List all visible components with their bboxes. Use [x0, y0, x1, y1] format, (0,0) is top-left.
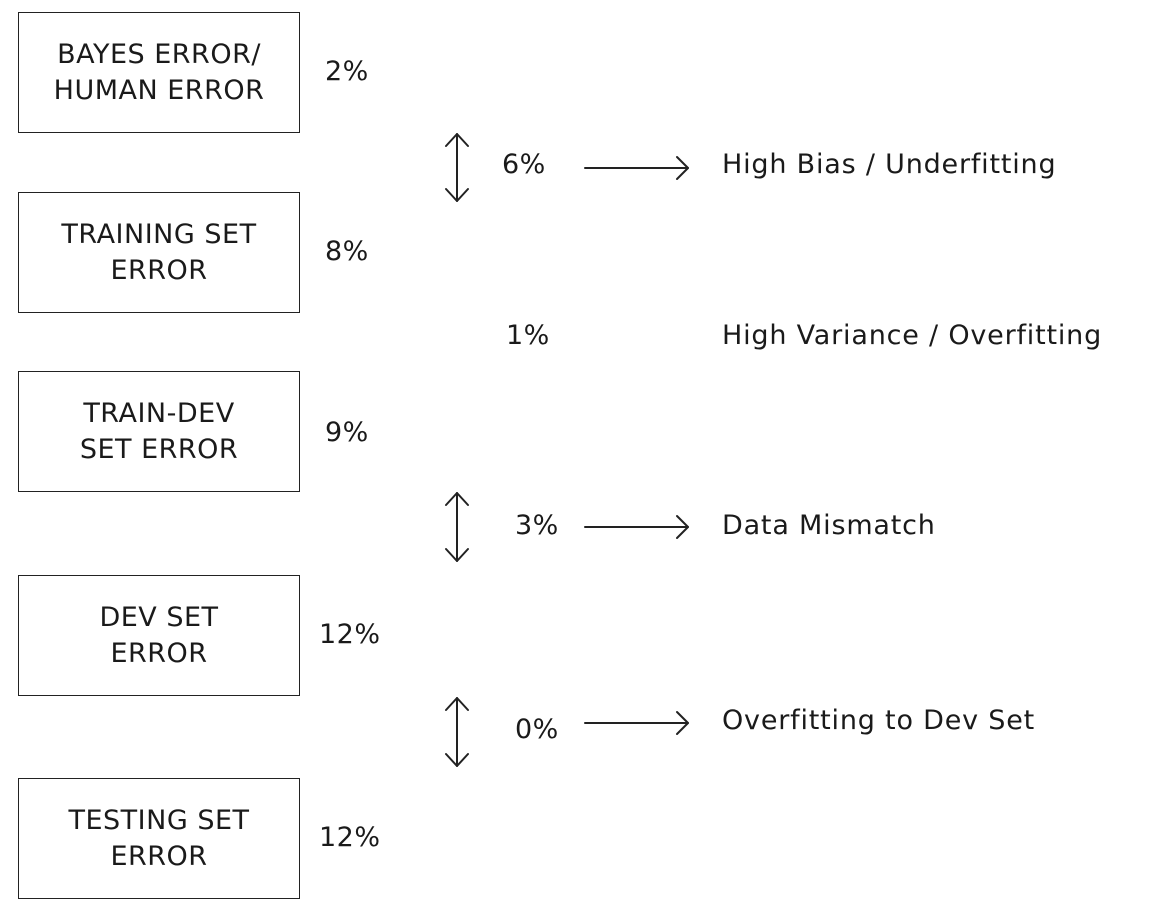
variance-gap-value: 1%: [506, 320, 550, 351]
bayes-error-value: 2%: [325, 56, 369, 87]
right-arrow-icon: [584, 711, 689, 735]
right-arrow-icon: [584, 156, 689, 180]
data-mismatch-label: Data Mismatch: [722, 510, 936, 541]
right-arrow-icon: [584, 515, 689, 539]
training-set-error-box: TRAINING SET ERROR: [18, 192, 300, 313]
double-arrow-icon: [445, 697, 469, 767]
high-bias-label: High Bias / Underfitting: [722, 149, 1057, 180]
double-arrow-icon: [445, 492, 469, 562]
training-set-error-value: 8%: [325, 236, 369, 267]
bayes-error-box: BAYES ERROR/ HUMAN ERROR: [18, 12, 300, 133]
train-dev-set-error-value: 9%: [325, 417, 369, 448]
dev-overfit-gap-value: 0%: [515, 714, 559, 745]
double-arrow-icon: [445, 133, 469, 202]
bias-gap-value: 6%: [502, 149, 546, 180]
overfitting-dev-set-label: Overfitting to Dev Set: [722, 705, 1036, 736]
dev-set-error-box: DEV SET ERROR: [18, 575, 300, 696]
data-mismatch-gap-value: 3%: [515, 510, 559, 541]
testing-set-error-box: TESTING SET ERROR: [18, 778, 300, 899]
high-variance-label: High Variance / Overfitting: [722, 320, 1103, 351]
train-dev-set-error-box: TRAIN-DEV SET ERROR: [18, 371, 300, 492]
dev-set-error-value: 12%: [319, 619, 381, 650]
testing-set-error-value: 12%: [319, 822, 381, 853]
